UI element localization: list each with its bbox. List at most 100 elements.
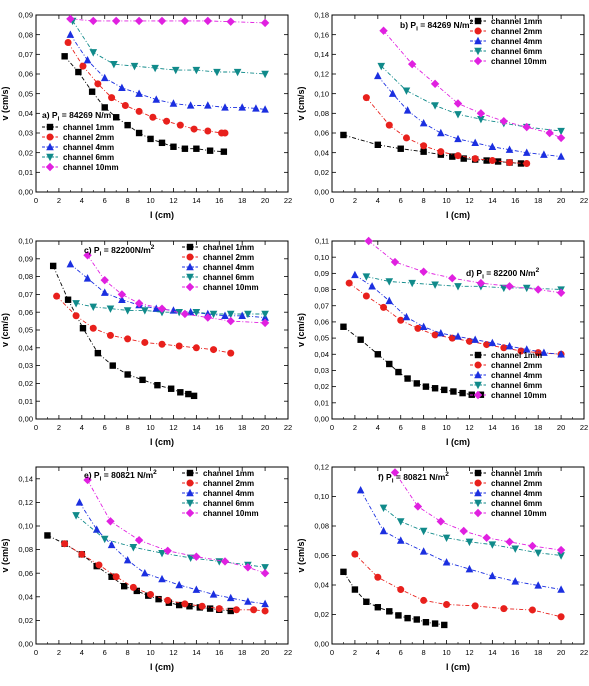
legend-marker [185, 508, 195, 518]
legend-label: channel 4mm [491, 489, 542, 498]
data-point [505, 341, 514, 350]
x-tick-label: 4 [376, 648, 380, 657]
legend-marker [186, 243, 194, 251]
x-tick-label: 8 [126, 196, 130, 205]
data-point [203, 16, 213, 26]
annotation-text: = 82200N/m [101, 245, 151, 255]
legend-label: channel 1mm [491, 351, 542, 360]
data-point [192, 585, 201, 593]
y-tick-label: 0,03 [18, 129, 33, 138]
data-point [185, 390, 192, 398]
y-tick-label: 0,06 [314, 318, 329, 327]
data-point [374, 71, 382, 80]
y-tick-label: 0,12 [18, 498, 33, 507]
data-point [112, 573, 120, 581]
x-tick-label: 0 [330, 423, 334, 432]
y-tick-label: 0,02 [314, 610, 329, 619]
data-point [528, 606, 536, 614]
series-2 [362, 94, 531, 167]
legend-label: channel 2mm [203, 253, 254, 262]
x-axis-label: l (cm) [150, 210, 174, 220]
data-point [106, 517, 115, 526]
data-point [152, 95, 161, 103]
data-point [500, 344, 508, 352]
annotation-text: = 84269 N/m [418, 20, 470, 30]
data-point [396, 536, 405, 544]
data-point [459, 526, 468, 536]
x-tick-label: 20 [557, 196, 565, 205]
data-point [75, 68, 82, 76]
data-point [460, 155, 467, 162]
series-1 [340, 323, 485, 398]
annotation-subscript: i [58, 116, 60, 123]
data-point [220, 148, 228, 155]
data-point [488, 142, 497, 150]
x-axis-label: l (cm) [446, 210, 470, 220]
data-point [83, 251, 92, 260]
data-point [465, 538, 474, 547]
annotation-superscript: 2 [151, 244, 155, 251]
y-tick-label: 0,06 [18, 308, 33, 317]
data-point [408, 279, 416, 288]
annotation-superscript: 2 [536, 267, 540, 274]
x-tick-label: 10 [146, 196, 154, 205]
data-point [363, 598, 370, 605]
data-point [135, 89, 143, 97]
legend-marker [474, 370, 482, 379]
data-point [171, 66, 180, 75]
legend-marker [186, 469, 194, 477]
annotation-subscript: i [416, 26, 418, 33]
data-point [227, 607, 234, 615]
data-point [107, 540, 116, 549]
x-tick-label: 16 [511, 648, 519, 657]
legend-label: channel 6mm [491, 499, 542, 508]
data-point [471, 155, 479, 163]
x-tick-label: 6 [399, 648, 403, 657]
data-point [192, 552, 201, 561]
data-point [204, 127, 212, 135]
data-point [351, 270, 359, 279]
data-point [379, 26, 388, 35]
data-point [139, 376, 146, 384]
data-point [557, 585, 565, 593]
data-point [471, 602, 479, 610]
x-tick-label: 14 [488, 196, 496, 205]
legend-label: channel 2mm [491, 361, 542, 370]
data-point [362, 292, 370, 300]
x-tick-label: 4 [80, 196, 84, 205]
legend-marker [474, 36, 482, 45]
legend-label: channel 2mm [203, 479, 254, 488]
series-line [75, 515, 266, 568]
legend-marker [46, 153, 54, 162]
y-tick-label: 0,08 [18, 30, 33, 39]
y-tick-label: 0,09 [18, 254, 33, 263]
legend-label: channel 10mm [491, 391, 547, 400]
annotation-text: = 80821 N/m [101, 470, 153, 480]
data-point [454, 332, 462, 340]
data-point [449, 153, 456, 160]
pressure-annotation: a) Pi = 84269 N/m [42, 110, 112, 123]
data-point [190, 392, 198, 400]
data-point [238, 103, 246, 111]
x-tick-label: 4 [376, 196, 380, 205]
data-point [471, 335, 479, 343]
data-point [175, 601, 183, 609]
data-point [192, 309, 201, 317]
x-tick-label: 22 [284, 648, 292, 657]
data-point [117, 290, 127, 299]
data-point [124, 371, 131, 378]
y-tick-label: 0,10 [314, 89, 329, 98]
data-point [385, 121, 393, 129]
data-point [106, 305, 115, 313]
data-point [158, 139, 166, 147]
x-tick-label: 0 [330, 196, 334, 205]
data-point [243, 563, 253, 572]
y-tick-label: 0,02 [18, 379, 33, 388]
data-point [442, 558, 451, 566]
data-point [181, 600, 189, 608]
legend-marker [474, 469, 482, 477]
y-tick-label: 0,02 [18, 616, 33, 625]
data-point [129, 544, 138, 552]
pressure-annotation: c) Pi = 82200N/m2 [84, 244, 155, 258]
